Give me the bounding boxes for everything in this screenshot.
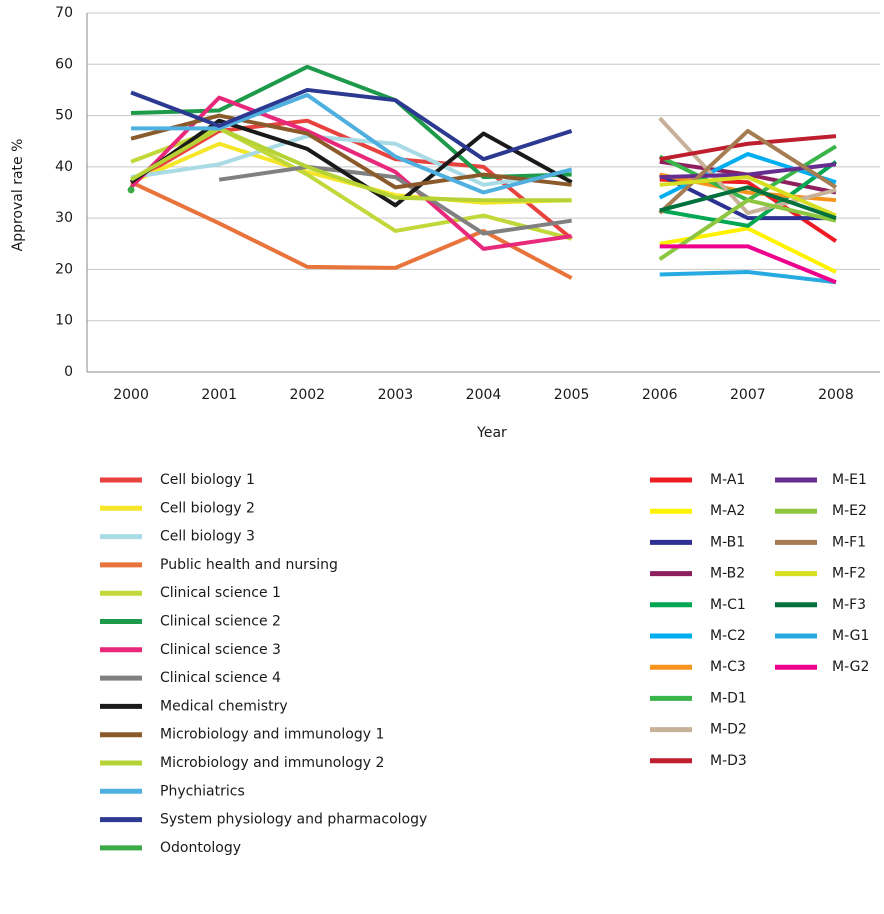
x-tick-label: 2007 [730,387,766,403]
line [659,269,837,285]
y-axis-label: Approval rate % [10,139,26,252]
legend-label: M-G1 [832,628,869,644]
line [658,172,836,221]
x-tick-label: 2005 [554,387,590,403]
line [130,134,572,187]
line [659,226,837,274]
line [659,160,838,228]
legend-label: M-E2 [832,503,867,519]
legend-label: Cell biology 1 [160,472,255,488]
line [130,126,572,203]
legend-label: M-G2 [832,659,869,675]
x-tick-label: 2008 [818,387,854,403]
legend-label: Microbiology and immunology 1 [160,727,384,743]
line [129,118,573,208]
legend-label: Medical chemistry [160,698,288,714]
line [659,244,837,285]
line [131,93,573,195]
x-tick-label: 2003 [378,387,414,403]
legend-label: Clinical science 2 [160,614,281,630]
x-tick-label: 2002 [289,387,325,403]
legend-label: M-D2 [710,722,747,738]
line [658,198,837,261]
legend-label: Clinical science 1 [160,585,281,601]
line [659,175,837,218]
x-tick-label: 2000 [113,387,149,403]
line-point [127,186,135,194]
legend-label: M-A2 [710,503,745,519]
line [659,185,837,221]
legend-label: M-D1 [710,690,747,706]
x-tick-label: 2006 [642,387,678,403]
line [130,180,573,280]
legend-label: Cell biology 2 [160,500,255,516]
x-axis-label: Year [476,425,507,441]
line [658,128,838,215]
line [659,134,837,162]
legend-label: Cell biology 3 [160,529,255,545]
legend-label: Phychiatrics [160,783,245,799]
legend-label: M-F2 [832,566,866,582]
legend-label: M-E1 [832,472,867,488]
x-tick-label: 2004 [466,387,502,403]
legend-label: Clinical science 4 [160,670,281,686]
y-tick-label: 50 [55,108,73,124]
legend-label: M-D3 [710,753,747,769]
y-tick-label: 30 [55,210,73,226]
legend-label: M-F3 [832,597,866,613]
line [130,126,573,241]
legend-label: Clinical science 3 [160,642,281,658]
legend-label: M-C3 [710,659,746,675]
line [658,116,837,216]
legend-label: M-A1 [710,472,745,488]
y-tick-label: 60 [55,56,73,72]
legend-label: M-B1 [710,534,745,550]
y-tick-label: 0 [64,364,73,380]
legend-label: M-C2 [710,628,746,644]
legend-label: M-F1 [832,534,866,550]
y-tick-label: 70 [55,5,73,21]
legend-label: M-B2 [710,566,745,582]
legend-label: System physiology and pharmacology [160,812,427,828]
line [218,164,572,236]
legend-label: Odontology [160,840,241,856]
y-tick-label: 40 [55,159,73,175]
y-tick-label: 10 [55,313,73,329]
line [129,95,572,251]
legend-label: Microbiology and immunology 2 [160,755,384,771]
y-tick-label: 20 [55,261,73,277]
legend-label: Public health and nursing [160,557,338,573]
x-tick-label: 2001 [201,387,237,403]
line [130,87,573,162]
legend-label: M-C1 [710,597,746,613]
